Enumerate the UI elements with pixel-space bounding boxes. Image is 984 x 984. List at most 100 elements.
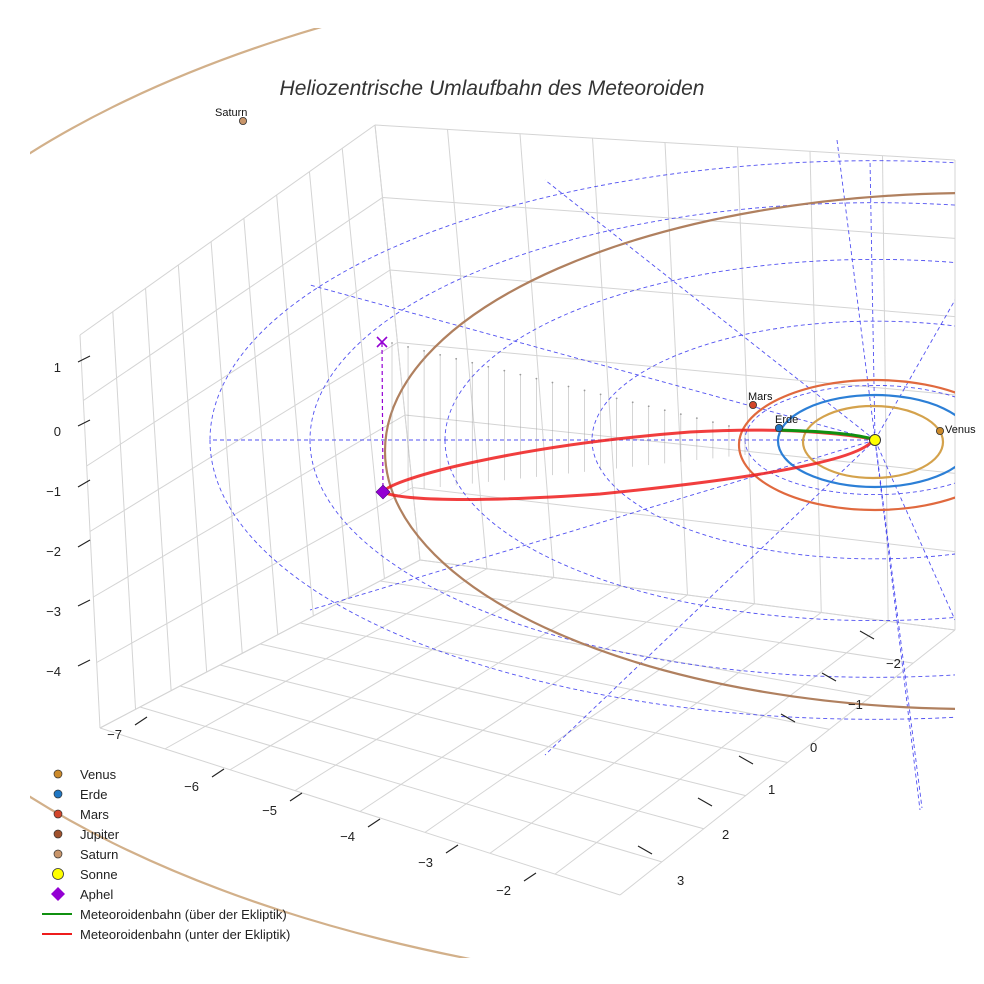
grid-line — [219, 664, 746, 797]
legend-symbol-diamond — [38, 884, 78, 904]
y-tick-label: 2 — [722, 827, 729, 842]
legend-item[interactable]: Meteoroidenbahn (über der Ekliptik) — [38, 904, 290, 924]
dropline-tip — [455, 357, 458, 360]
grid-line — [374, 124, 956, 161]
y-tick-label: −2 — [886, 656, 901, 671]
z-tick-mark — [77, 479, 91, 488]
dropline-tip — [728, 425, 730, 427]
dropline-tip — [503, 369, 506, 372]
dropline-tip — [615, 397, 618, 400]
axis-ticks: 1 0 −1 −2 −3 −4 −7 −6 −5 −4 −3 −2 −2 −1 0 1 2 3 — [46, 355, 901, 898]
x-tick-label: −4 — [340, 829, 355, 844]
legend-item[interactable]: Meteoroidenbahn (unter der Ekliptik) — [38, 924, 290, 944]
legend-item[interactable]: Venus — [38, 764, 290, 784]
x-tick-label: −7 — [107, 727, 122, 742]
ecliptic-ring — [309, 202, 955, 678]
legend-item[interactable]: Mars — [38, 804, 290, 824]
dropline-tip — [407, 346, 409, 348]
planet-label-erde: Erde — [775, 414, 798, 426]
grid-line — [83, 197, 383, 401]
grid-line — [79, 124, 376, 336]
scene-grid — [79, 124, 956, 896]
grid-line — [382, 197, 956, 239]
y-tick-mark — [697, 797, 713, 807]
y-tick-mark — [859, 630, 875, 640]
x-tick-label: −5 — [262, 803, 277, 818]
ecliptic-radial — [869, 159, 876, 441]
y-tick-mark — [780, 713, 796, 723]
orbit-venus — [801, 404, 945, 480]
legend-item[interactable]: Erde — [38, 784, 290, 804]
legend-label: Meteoroidenbahn (unter der Ekliptik) — [80, 926, 291, 942]
grid-line — [139, 706, 663, 863]
dropline-tip — [599, 393, 602, 396]
dropline-tip — [583, 389, 586, 392]
z-tick-mark — [77, 659, 91, 667]
dropline-tip — [712, 421, 714, 423]
ecliptic-radial — [544, 179, 876, 441]
dropline-tip — [535, 377, 538, 380]
dropline-tip — [423, 350, 425, 352]
legend-item[interactable]: Jupiter — [38, 824, 290, 844]
planet-label-saturn: Saturn — [215, 107, 247, 119]
trajectory-droplines — [391, 342, 746, 492]
y-tick-mark — [821, 672, 837, 682]
z-tick-label: 0 — [54, 424, 61, 439]
planet-saturn — [238, 117, 247, 126]
ecliptic-grid — [209, 139, 955, 811]
planet-label-mars: Mars — [748, 391, 773, 403]
x-tick-label: −6 — [184, 779, 199, 794]
dropline-tip — [647, 405, 650, 408]
legend-symbol-line — [38, 904, 78, 924]
legend-label: Jupiter — [80, 826, 120, 842]
grid-line — [404, 414, 956, 474]
z-tick-mark — [77, 539, 91, 548]
legend-label: Mars — [80, 806, 109, 822]
legend-item[interactable]: Aphel — [38, 884, 290, 904]
z-tick-mark — [77, 419, 91, 427]
grid-line — [299, 622, 830, 730]
dropline-tip — [695, 417, 698, 420]
grid-line — [419, 559, 956, 631]
legend-item[interactable]: Sonne — [38, 864, 290, 884]
legend-symbol-circle — [38, 764, 78, 784]
x-tick-mark — [523, 872, 537, 882]
y-tick-label: 0 — [810, 740, 817, 755]
x-tick-label: −3 — [418, 855, 433, 870]
grid-line — [389, 269, 956, 318]
z-tick-label: −2 — [46, 544, 61, 559]
z-tick-label: 1 — [54, 360, 61, 375]
legend-symbol-circle — [38, 844, 78, 864]
legend-label: Meteoroidenbahn (über der Ekliptik) — [80, 906, 287, 922]
y-tick-label: 3 — [677, 873, 684, 888]
ecliptic-radial — [874, 439, 921, 811]
grid-line — [96, 487, 413, 663]
legend-symbol-circle — [38, 824, 78, 844]
legend-item[interactable]: Saturn — [38, 844, 290, 864]
trajectory-above — [775, 428, 874, 441]
y-tick-mark — [637, 845, 653, 855]
trajectory-below-lower — [382, 439, 875, 501]
grid-line — [99, 727, 621, 896]
legend-symbol-circle — [38, 784, 78, 804]
ecliptic-radial — [309, 439, 876, 611]
x-tick-mark — [445, 844, 459, 854]
dropline-tip — [471, 361, 474, 364]
dropline-tip — [391, 342, 393, 344]
z-tick-label: −1 — [46, 484, 61, 499]
y-tick-mark — [738, 755, 754, 765]
chart-title: Heliozentrische Umlaufbahn des Meteoroid… — [280, 77, 705, 100]
ecliptic-radial — [874, 299, 955, 441]
ecliptic-radial — [836, 139, 923, 809]
legend-label: Aphel — [80, 886, 114, 902]
ecliptic-radial — [544, 439, 876, 756]
legend-label: Venus — [80, 766, 117, 782]
legend-symbol-line — [38, 924, 78, 944]
legend-label: Erde — [80, 786, 108, 802]
grid-line — [179, 685, 704, 830]
x-tick-label: −2 — [496, 883, 511, 898]
ecliptic-radial — [874, 439, 955, 621]
z-tick-label: −3 — [46, 604, 61, 619]
